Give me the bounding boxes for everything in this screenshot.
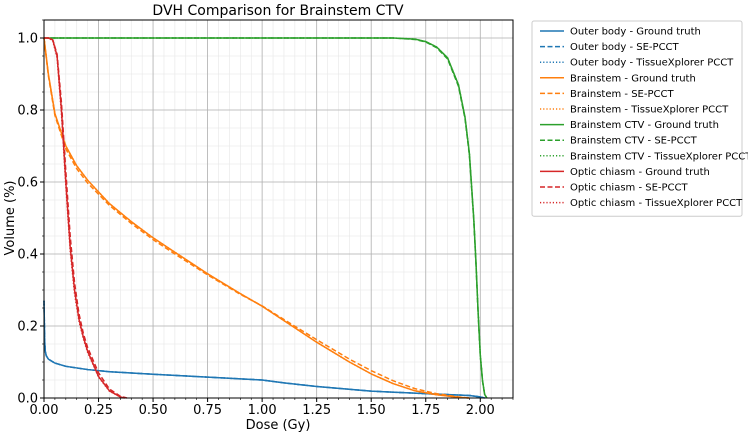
legend-label: Outer body - SE-PCCT xyxy=(570,42,680,53)
x-tick-label: 0.25 xyxy=(84,403,113,418)
plot-area xyxy=(43,37,488,399)
legend-label: Optic chiasm - SE-PCCT xyxy=(570,183,689,194)
legend-label: Outer body - TissueXplorer PCCT xyxy=(570,58,734,69)
major-gridlines xyxy=(43,20,513,399)
legend: Outer body - Ground truth Outer body - SE… xyxy=(531,20,748,217)
x-tick-label: 1.75 xyxy=(411,403,440,418)
y-tick-label: 0.2 xyxy=(17,320,38,335)
y-axis: 0.0 0.2 0.4 0.6 0.8 1.0 xyxy=(17,19,44,407)
y-tick-label: 0.0 xyxy=(17,392,38,407)
y-tick-label: 0.8 xyxy=(17,104,38,119)
legend-label: Brainstem - Ground truth xyxy=(570,73,696,84)
legend-label: Optic chiasm - TissueXplorer PCCT xyxy=(570,198,743,209)
series-line-7 xyxy=(44,37,488,399)
series-line-4 xyxy=(43,37,470,399)
legend-label: Optic chiasm - Ground truth xyxy=(570,167,710,178)
y-axis-label: Volume (%) xyxy=(3,181,18,256)
series-line-8 xyxy=(44,37,488,399)
legend-label: Brainstem - TissueXplorer PCCT xyxy=(570,105,729,116)
legend-label: Outer body - Ground truth xyxy=(570,27,701,38)
y-tick-label: 0.6 xyxy=(17,176,38,191)
x-tick-label: 0.50 xyxy=(139,403,168,418)
legend-label: Brainstem CTV - Ground truth xyxy=(570,120,719,131)
legend-box xyxy=(531,20,743,217)
plot-frame xyxy=(43,19,514,399)
y-tick-label: 1.0 xyxy=(17,32,38,47)
series-line-2 xyxy=(43,300,485,399)
legend-label: Brainstem CTV - SE-PCCT xyxy=(570,136,698,147)
legend-label: Brainstem CTV - TissueXplorer PCCT xyxy=(570,151,748,162)
series-line-1 xyxy=(43,300,485,399)
y-tick-label: 0.4 xyxy=(17,248,38,263)
series-line-5 xyxy=(43,37,470,399)
chart-title: DVH Comparison for Brainstem CTV xyxy=(152,3,404,19)
x-tick-label: 1.25 xyxy=(302,403,331,418)
series-line-0 xyxy=(43,300,485,399)
x-axis-label: Dose (Gy) xyxy=(246,418,311,433)
x-tick-label: 0.75 xyxy=(193,403,222,418)
series-line-10 xyxy=(44,37,128,399)
x-tick-label: 2.00 xyxy=(466,403,495,418)
x-axis: 0.00 0.25 0.50 0.75 1.00 1.25 1.50 1.75 2.00 xyxy=(30,398,514,418)
x-tick-label: 1.00 xyxy=(248,403,277,418)
x-tick-label: 0.00 xyxy=(30,403,59,418)
x-tick-label: 1.50 xyxy=(357,403,386,418)
legend-label: Brainstem - SE-PCCT xyxy=(570,89,674,100)
